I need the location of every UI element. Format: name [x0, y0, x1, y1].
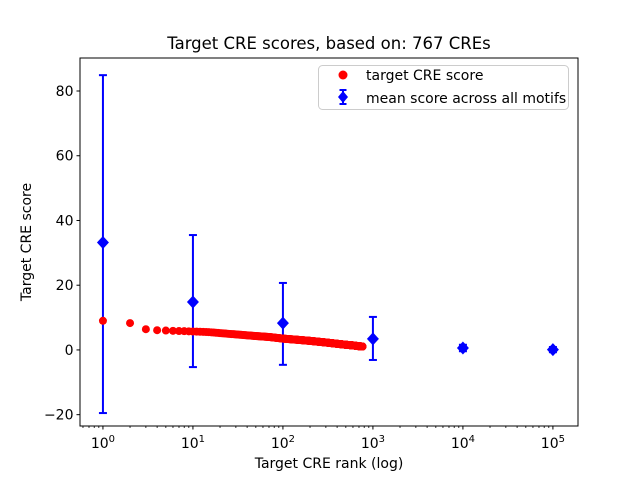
target-cre-score-dot	[161, 326, 170, 335]
mean-score-diamond	[96, 235, 109, 249]
chart-title: Target CRE scores, based on: 767 CREs	[166, 34, 491, 53]
mean-score-diamond	[276, 316, 289, 330]
target-cre-score-dot	[168, 326, 177, 335]
mean-score-diamond	[456, 341, 469, 355]
legend-red-dot-icon	[338, 70, 348, 80]
target-cre-score-dot	[141, 325, 150, 334]
plot-area: 100 101 102 103 104 105 −20 0 20 40 60 80	[44, 57, 579, 452]
y-axis-label: Target CRE score	[19, 183, 35, 302]
y-tick-label: −20	[44, 408, 74, 424]
mean-score-diamond	[186, 295, 199, 309]
target-cre-score-dot	[98, 316, 107, 325]
legend: target CRE score mean score across all m…	[318, 65, 569, 110]
target-cre-score-dot	[126, 319, 135, 328]
x-tick-label: 100	[91, 434, 115, 452]
x-tick-label: 102	[271, 434, 295, 452]
target-cre-score-dot	[358, 342, 367, 351]
y-tick-label: 80	[56, 84, 74, 100]
y-tick-label: 20	[56, 278, 74, 294]
y-tick-label: 0	[65, 343, 74, 359]
x-axis-label: Target CRE rank (log)	[254, 456, 404, 472]
legend-box	[318, 65, 569, 110]
mean-score-diamond	[366, 332, 379, 346]
x-tick-label: 103	[361, 434, 385, 452]
mean-score-diamond	[546, 343, 559, 357]
legend-markers	[338, 70, 348, 105]
y-tick-label: 40	[56, 213, 74, 229]
x-tick-label: 105	[541, 434, 565, 452]
target-cre-score-dot	[153, 326, 162, 335]
legend-blue-diamond-icon	[338, 91, 348, 103]
legend-label-mean-score: mean score across all motifs	[366, 91, 566, 107]
x-tick-label: 101	[181, 434, 205, 452]
y-tick-label: 60	[56, 149, 74, 165]
x-tick-label: 104	[451, 434, 475, 452]
plot-border	[79, 57, 579, 427]
legend-label-target-cre-score: target CRE score	[366, 68, 483, 84]
